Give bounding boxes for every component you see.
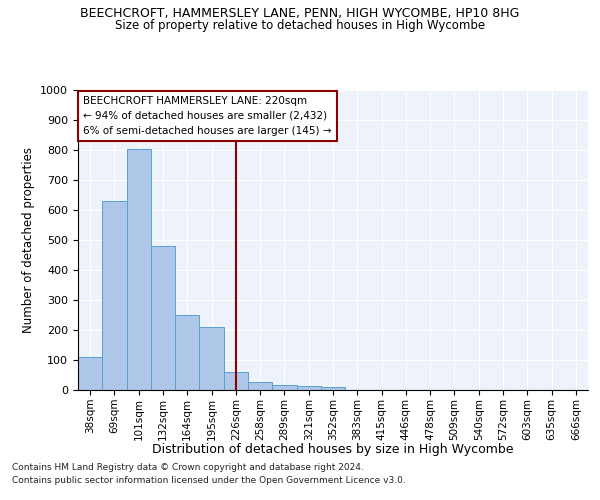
Bar	[127, 148, 151, 390]
Bar	[102, 201, 127, 390]
Text: Contains HM Land Registry data © Crown copyright and database right 2024.: Contains HM Land Registry data © Crown c…	[12, 464, 364, 472]
Bar	[296, 386, 321, 390]
Bar	[78, 357, 102, 390]
Text: BEECHCROFT HAMMERSLEY LANE: 220sqm
← 94% of detached houses are smaller (2,432)
: BEECHCROFT HAMMERSLEY LANE: 220sqm ← 94%…	[83, 96, 332, 136]
Text: BEECHCROFT, HAMMERSLEY LANE, PENN, HIGH WYCOMBE, HP10 8HG: BEECHCROFT, HAMMERSLEY LANE, PENN, HIGH …	[80, 8, 520, 20]
Bar	[151, 246, 175, 390]
Bar	[224, 372, 248, 390]
Bar	[321, 387, 345, 390]
Text: Contains public sector information licensed under the Open Government Licence v3: Contains public sector information licen…	[12, 476, 406, 485]
Bar	[248, 382, 272, 390]
Y-axis label: Number of detached properties: Number of detached properties	[22, 147, 35, 333]
Bar	[272, 384, 296, 390]
Bar	[175, 315, 199, 390]
Bar	[199, 327, 224, 390]
Text: Distribution of detached houses by size in High Wycombe: Distribution of detached houses by size …	[152, 442, 514, 456]
Text: Size of property relative to detached houses in High Wycombe: Size of property relative to detached ho…	[115, 18, 485, 32]
